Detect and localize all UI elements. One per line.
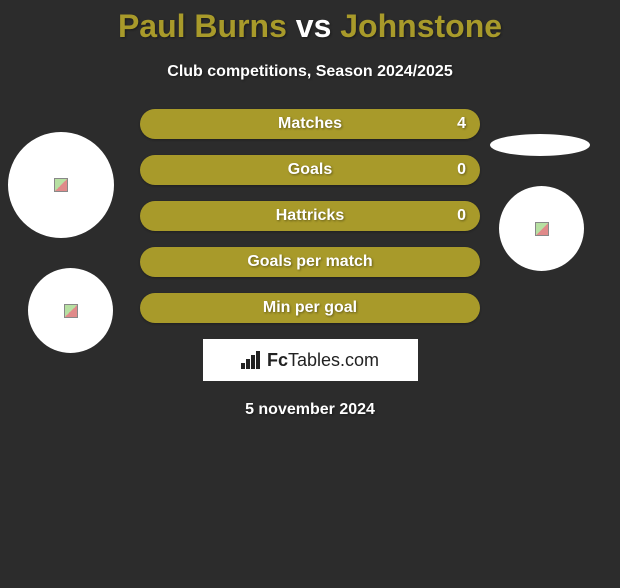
stat-value: 4	[457, 115, 466, 133]
player1-name: Paul Burns	[118, 8, 287, 44]
stats-container: Matches 4 Goals 0 Hattricks 0 Goals per …	[0, 109, 620, 323]
stat-label: Goals	[288, 161, 332, 179]
brand-bold: Fc	[267, 350, 288, 370]
brand-rest: Tables.com	[288, 350, 379, 370]
stat-label: Min per goal	[263, 299, 357, 317]
stat-row-min-per-goal: Min per goal	[140, 293, 480, 323]
last-updated: 5 november 2024	[0, 401, 620, 419]
stat-row-goals-per-match: Goals per match	[140, 247, 480, 277]
brand-text: FcTables.com	[267, 350, 379, 371]
stat-row-matches: Matches 4	[140, 109, 480, 139]
stat-row-goals: Goals 0	[140, 155, 480, 185]
vs-text: vs	[296, 8, 332, 44]
player2-name: Johnstone	[340, 8, 502, 44]
stat-row-hattricks: Hattricks 0	[140, 201, 480, 231]
subtitle: Club competitions, Season 2024/2025	[0, 63, 620, 81]
stat-value: 0	[457, 207, 466, 225]
stat-label: Goals per match	[247, 253, 372, 271]
brand-bars-icon	[241, 351, 263, 369]
brand-box[interactable]: FcTables.com	[203, 339, 418, 381]
page-title: Paul Burns vs Johnstone	[0, 8, 620, 45]
stat-value: 0	[457, 161, 466, 179]
stat-label: Hattricks	[276, 207, 344, 225]
stat-label: Matches	[278, 115, 342, 133]
